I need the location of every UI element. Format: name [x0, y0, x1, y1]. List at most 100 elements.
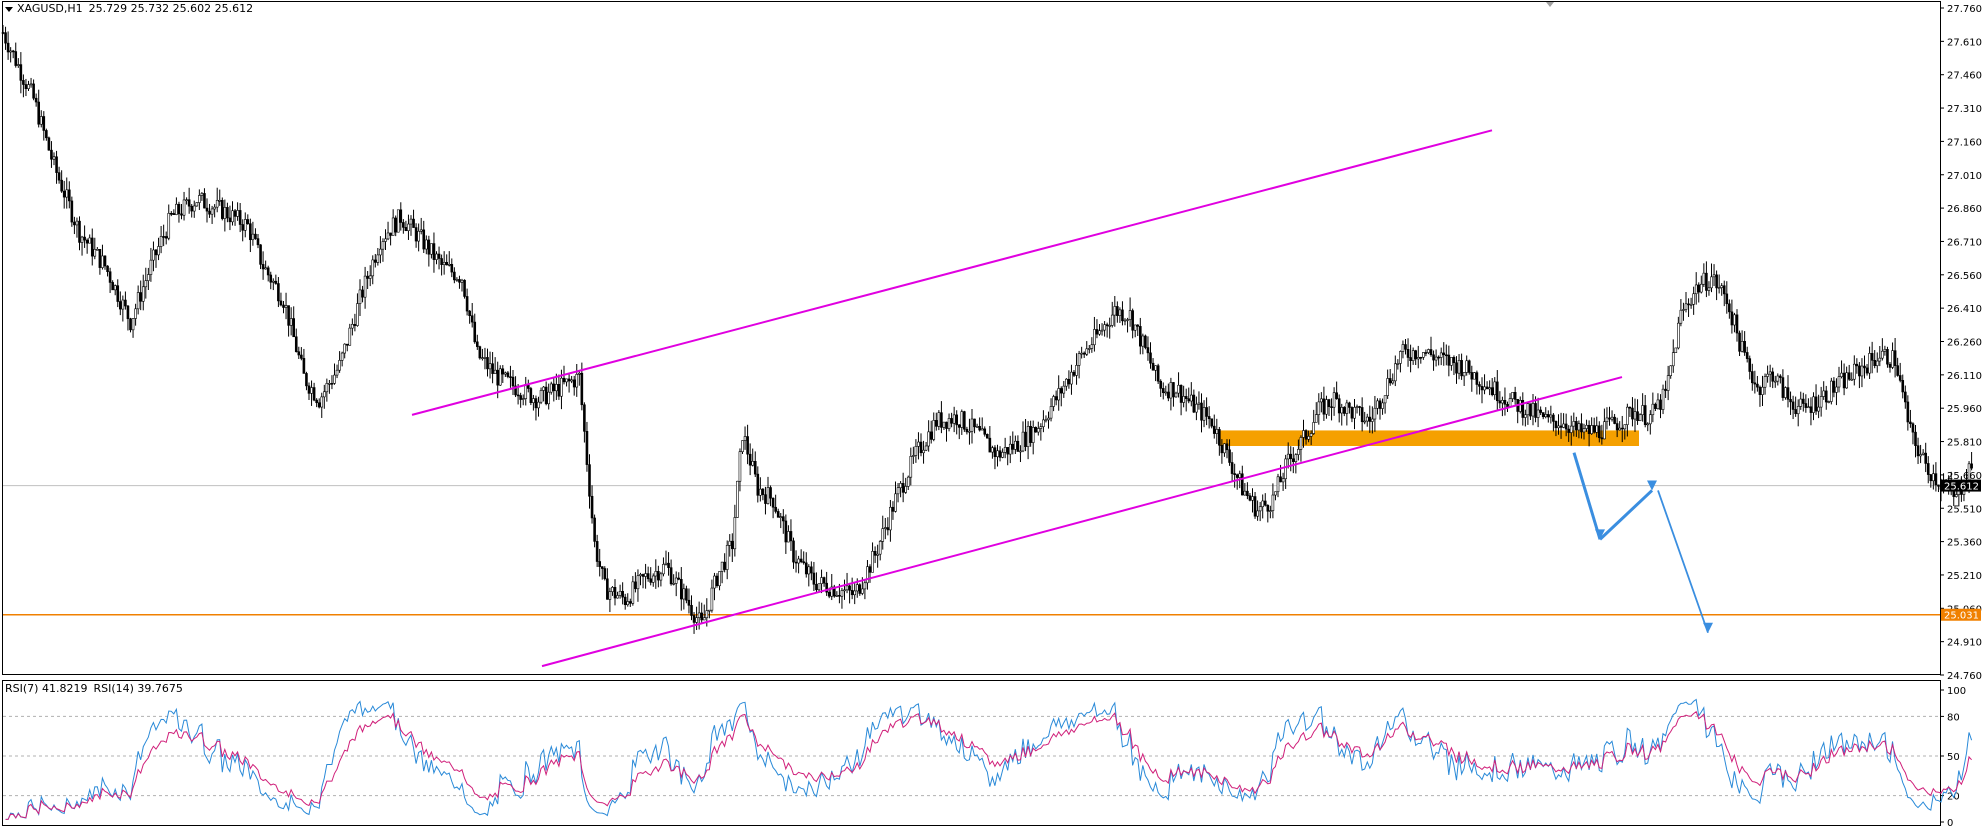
price-axis: 27.760 27.610 27.460 27.310 27.160 27.010 26.8… [1940, 4, 1982, 682]
candle-body [1475, 372, 1479, 385]
candle-body [1511, 392, 1514, 399]
candle-body [1335, 392, 1338, 399]
candle-body [562, 377, 566, 383]
dropdown-triangle-icon[interactable] [5, 6, 13, 12]
candle-body [1562, 423, 1565, 428]
candle-body [626, 601, 630, 606]
candle-body [1501, 399, 1504, 404]
candle-body [764, 494, 767, 504]
candle-body [1847, 372, 1851, 380]
scroll-marker-icon[interactable] [1546, 2, 1554, 7]
candle-body [807, 566, 811, 575]
candle-body [1615, 423, 1619, 431]
candle-body [468, 310, 471, 317]
candle-body [1666, 375, 1670, 391]
candle-body [927, 431, 930, 447]
candle-body [1001, 452, 1004, 458]
candle-body [1853, 363, 1856, 380]
candle-body [1141, 335, 1145, 347]
candle-body [947, 418, 951, 429]
candle-body [1773, 380, 1777, 383]
candle-body [1368, 416, 1372, 422]
candle-body [1796, 406, 1800, 415]
candle-body [1026, 425, 1030, 447]
candle-body [1929, 474, 1933, 482]
candle-body [797, 558, 800, 564]
candle-body [1837, 376, 1841, 388]
candle-body [200, 193, 204, 196]
candle-body [1804, 403, 1808, 408]
candle-body [702, 617, 706, 621]
candle-body [889, 506, 892, 531]
candle-body [565, 378, 568, 383]
rsi-tick-label: 50 [1947, 752, 1960, 763]
candle-body [812, 572, 816, 585]
candle-body [583, 404, 586, 432]
candle-body [603, 568, 607, 580]
candle-body [315, 399, 318, 404]
candle-body [1312, 422, 1315, 434]
candle-body [955, 414, 959, 426]
candle-body [371, 259, 375, 277]
candle-body [692, 615, 696, 623]
candle-body [1970, 463, 1973, 469]
candle-body [60, 179, 63, 192]
candle-body [1682, 309, 1685, 311]
candle-body [1860, 365, 1864, 377]
candle-body [445, 261, 449, 266]
candle-body [751, 461, 755, 466]
candle-body [547, 391, 551, 405]
candle-body [93, 249, 97, 257]
low-value: 25.602 [172, 2, 212, 15]
candle-body [1172, 382, 1175, 398]
candle-body [264, 267, 267, 270]
candle-body [850, 589, 854, 596]
candle-body [1700, 283, 1703, 293]
candle-body [1077, 353, 1081, 366]
candle-body [1039, 426, 1043, 429]
candle-body [1462, 372, 1466, 377]
candle-body [1743, 340, 1746, 353]
candle-body [1037, 428, 1040, 433]
candle-body [827, 591, 831, 597]
candle-body [1238, 473, 1242, 478]
candle-body [1863, 365, 1866, 369]
candle-body [1093, 329, 1096, 346]
candle-body [646, 573, 650, 580]
rsi14-line [5, 710, 1972, 820]
candle-body [292, 318, 296, 338]
candle-body [504, 372, 507, 375]
candle-body [1133, 324, 1137, 331]
candle-body [381, 241, 385, 250]
candle-body [233, 210, 237, 217]
candle-body [1437, 356, 1440, 359]
candle-body [1075, 365, 1078, 376]
candle-body [575, 373, 579, 388]
candle-body [1258, 506, 1262, 512]
candle-body [1299, 437, 1303, 450]
candle-body [1776, 375, 1780, 382]
candle-body [486, 357, 489, 370]
candle-body [98, 248, 102, 268]
candle-body [1664, 388, 1667, 391]
y-tick-label: 27.310 [1947, 104, 1982, 115]
candle-body [1582, 428, 1586, 433]
y-tick-label: 26.110 [1947, 371, 1982, 382]
candle-body [1378, 400, 1382, 409]
candle-body [919, 441, 923, 454]
candle-body [519, 395, 522, 400]
candle-body [1416, 356, 1420, 360]
candle-body [595, 541, 599, 562]
candle-body [1932, 473, 1935, 482]
candle-body [1169, 382, 1173, 399]
candle-body [1802, 398, 1805, 404]
candle-body [343, 343, 347, 354]
candle-body [845, 585, 849, 591]
candle-body [1386, 378, 1389, 396]
candle-body [1006, 447, 1010, 455]
candle-body [516, 394, 520, 397]
candle-body [80, 236, 84, 243]
candle-body [1179, 384, 1183, 403]
open-value: 25.729 [88, 2, 128, 15]
